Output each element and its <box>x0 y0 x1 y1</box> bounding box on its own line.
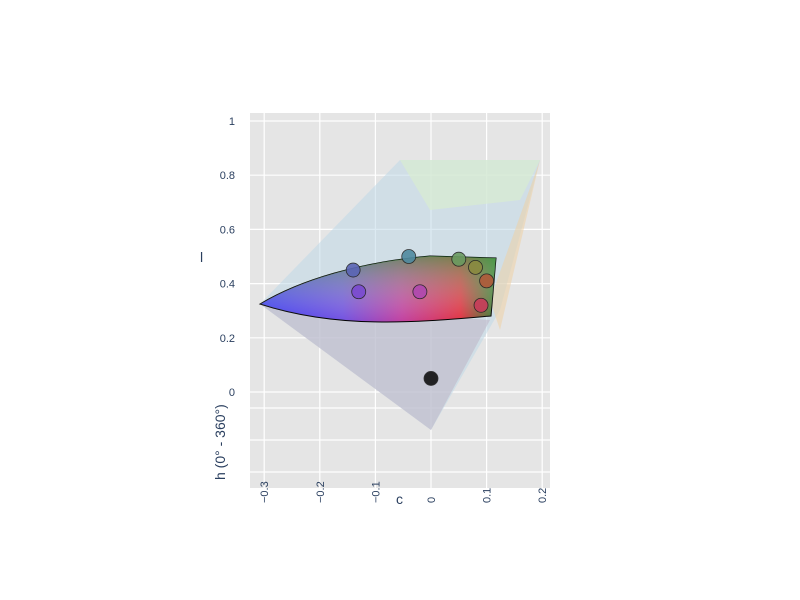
data-point[interactable] <box>412 284 428 300</box>
y-axis-title: l <box>200 249 203 265</box>
data-point[interactable] <box>468 259 483 275</box>
x-tick-label: 0 <box>426 497 438 503</box>
data-point[interactable] <box>401 249 417 264</box>
x-tick-label: −0.3 <box>259 481 271 503</box>
x-tick-label: −0.1 <box>370 481 382 503</box>
data-point[interactable] <box>351 284 367 300</box>
data-point[interactable] <box>345 262 361 278</box>
data-point[interactable] <box>423 371 439 386</box>
y-tick-label: 0.2 <box>220 333 235 345</box>
gamut-surface-top <box>260 256 496 323</box>
y-tick-label: 0.6 <box>220 224 235 236</box>
x-tick-label: 0.1 <box>482 488 494 503</box>
data-point[interactable] <box>473 297 489 313</box>
y-tick-label: 0.4 <box>220 279 235 291</box>
data-point[interactable] <box>479 273 495 289</box>
x-tick-label: −0.2 <box>315 481 327 503</box>
x-tick-label: 0.2 <box>537 488 549 503</box>
z-axis-title: h (0° - 360°) <box>212 404 228 480</box>
y-tick-label: 1 <box>229 116 235 128</box>
data-point[interactable] <box>451 251 467 267</box>
y-tick-label: 0 <box>229 387 235 399</box>
y-tick-label: 0.8 <box>220 170 235 182</box>
x-axis-title: c <box>396 491 403 507</box>
